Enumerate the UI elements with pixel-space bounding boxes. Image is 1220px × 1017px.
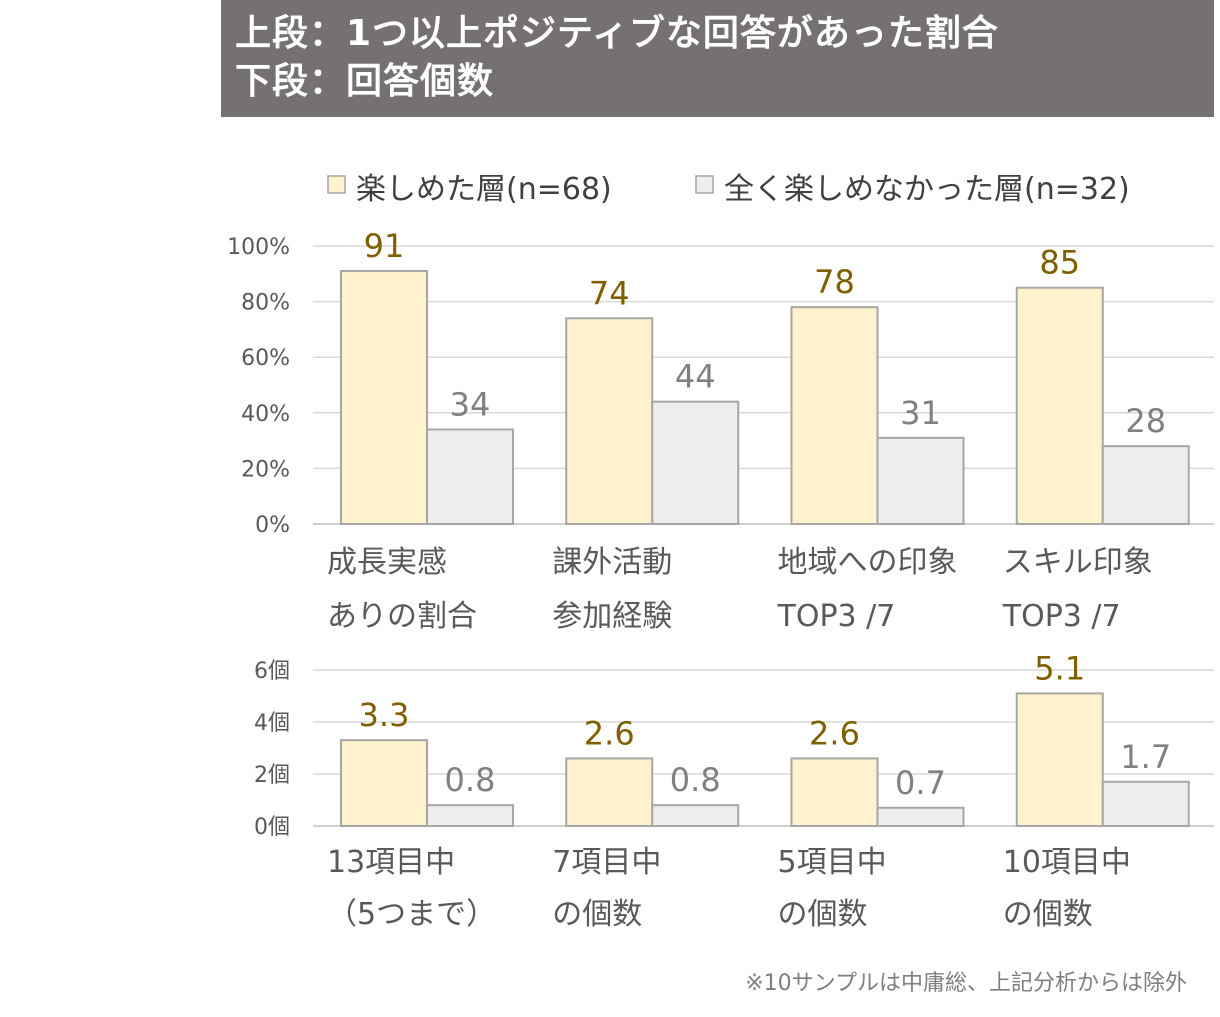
upper-data-label-s2: 44: [675, 358, 716, 396]
upper-data-label-s2: 34: [450, 385, 491, 423]
header-line-1: 上段：1つ以上ポジティブな回答があった割合: [235, 13, 999, 54]
lower-ytick-label: 0個: [254, 815, 290, 840]
lower-data-label-s2: 1.7: [1120, 738, 1171, 776]
upper-data-label-s1: 78: [814, 263, 855, 301]
lower-data-label-s1: 5.1: [1034, 649, 1085, 687]
upper-bar-s2: [426, 428, 514, 526]
upper-bar-s2: [651, 400, 740, 525]
lower-ytick-label: 4個: [254, 711, 290, 736]
legend-label-2: 全く楽しめなかった層(n=32): [724, 172, 1130, 207]
lower-category-label: 7項目中: [552, 845, 661, 880]
upper-data-label-s1: 74: [589, 274, 630, 312]
upper-data-label-s2: 31: [900, 394, 941, 432]
upper-data-label-s2: 28: [1125, 402, 1166, 440]
lower-category-label: の個数: [1003, 897, 1093, 932]
lower-ytick-label: 2個: [254, 763, 290, 788]
lower-data-label-s2: 0.7: [895, 764, 946, 802]
chart-header: 上段：1つ以上ポジティブな回答があった割合 下段：回答個数: [221, 0, 1214, 117]
upper-data-label-s1: 91: [364, 227, 405, 265]
legend-label-1: 楽しめた層(n=68): [356, 172, 612, 207]
lower-category-label: 5項目中: [778, 845, 887, 880]
upper-bar-s1: [790, 306, 879, 525]
lower-bar-s1: [340, 739, 428, 828]
legend-swatch-2: [695, 175, 714, 194]
lower-category-label: 13項目中: [327, 845, 455, 880]
lower-bar-s2: [426, 804, 514, 828]
lower-data-label-s1: 3.3: [359, 696, 410, 734]
upper-category-label: TOP3 /7: [1002, 599, 1121, 634]
lower-data-label-s2: 0.8: [670, 761, 721, 799]
lower-bar-s1: [1015, 692, 1104, 828]
upper-bar-s2: [876, 436, 965, 526]
upper-ytick-label: 40%: [241, 402, 290, 427]
lower-data-label-s2: 0.8: [445, 761, 496, 799]
lower-data-label-s1: 2.6: [809, 714, 860, 752]
lower-data-label-s1: 2.6: [584, 714, 635, 752]
lower-bar-s2: [1101, 780, 1190, 827]
upper-ytick-label: 60%: [241, 346, 290, 371]
lower-category-label: （5つまで）: [327, 897, 496, 932]
upper-data-label-s1: 85: [1039, 244, 1080, 282]
lower-category-label: の個数: [552, 897, 642, 932]
upper-bar-s1: [340, 270, 428, 525]
upper-ytick-label: 0%: [255, 513, 290, 538]
upper-ytick-label: 100%: [227, 235, 290, 260]
lower-bar-s1: [565, 757, 654, 828]
upper-ytick-label: 20%: [241, 457, 290, 482]
lower-category-label: の個数: [778, 897, 868, 932]
lower-bar-s1: [790, 757, 879, 828]
upper-category-label: ありの割合: [327, 599, 477, 634]
footnote: ※10サンプルは中庸総、上記分析からは除外: [745, 971, 1187, 996]
upper-bar-s2: [1101, 445, 1190, 525]
upper-category-label: スキル印象: [1003, 545, 1153, 580]
header-line-2: 下段：回答個数: [235, 61, 495, 102]
upper-category-label: 課外活動: [552, 545, 672, 580]
upper-category-label: TOP3 /7: [777, 599, 896, 634]
lower-bar-s2: [651, 804, 740, 828]
lower-bar-s2: [876, 806, 965, 827]
upper-category-label: 成長実感: [327, 545, 447, 580]
lower-category-label: 10項目中: [1003, 845, 1131, 880]
upper-ytick-label: 80%: [241, 291, 290, 316]
lower-ytick-label: 6個: [254, 659, 290, 684]
upper-category-label: 参加経験: [552, 599, 672, 634]
upper-bar-s1: [565, 317, 654, 525]
upper-category-label: 地域への印象: [778, 545, 958, 580]
legend-swatch-1: [327, 175, 346, 194]
upper-bar-s1: [1015, 286, 1104, 526]
